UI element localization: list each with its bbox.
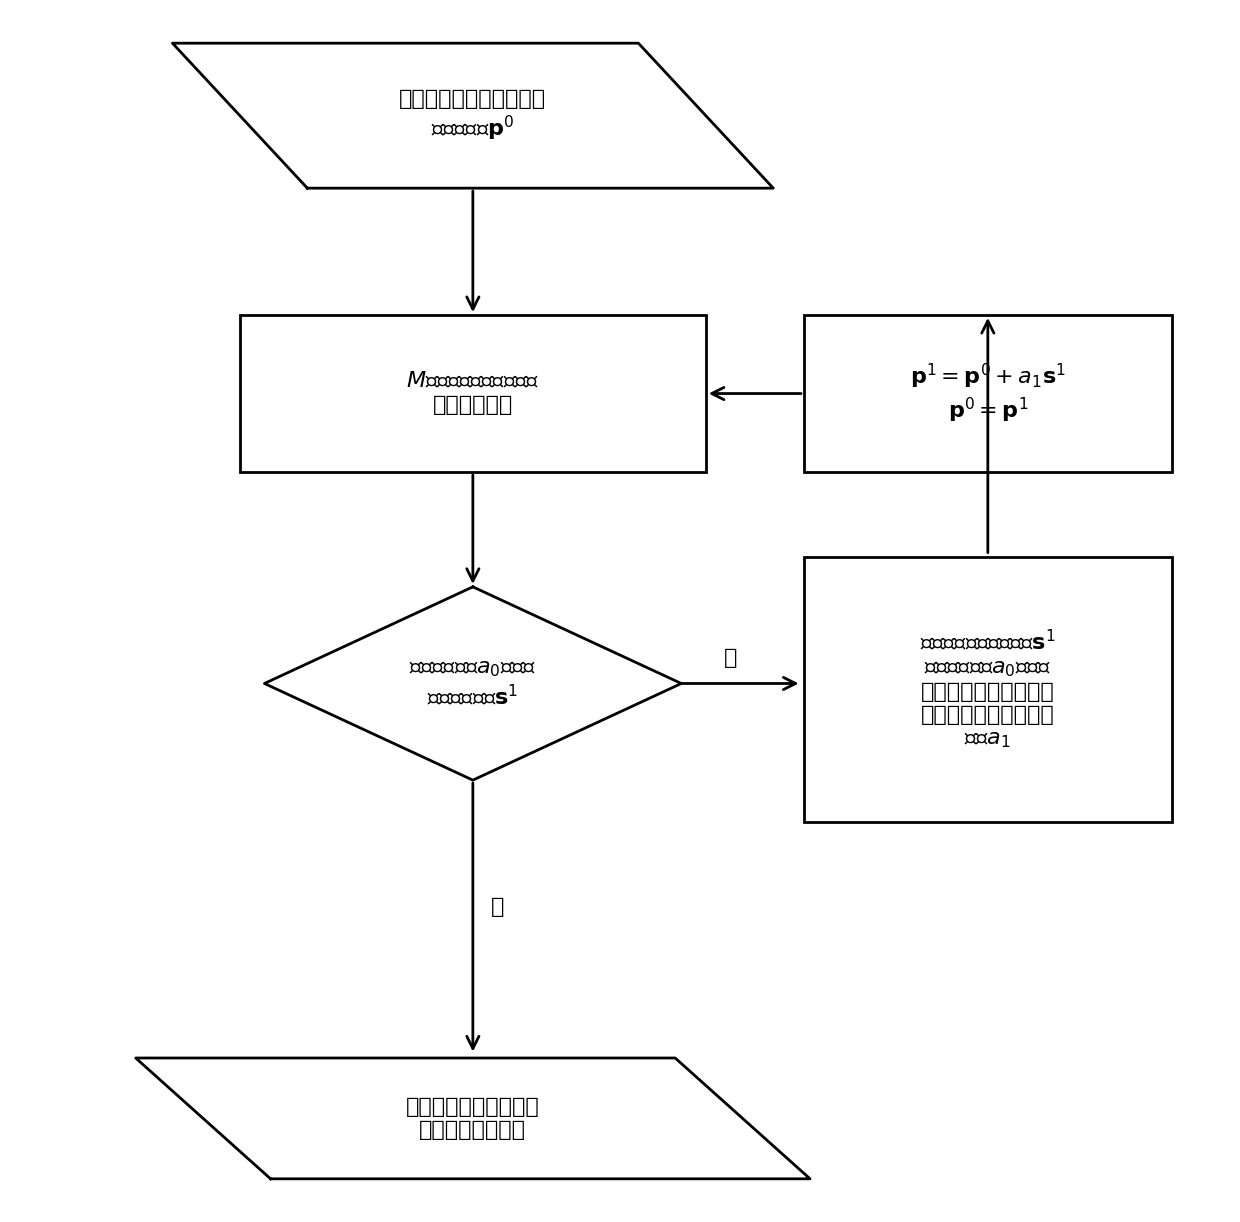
Text: 输入一个从可行域中随机
生成的起点$\mathbf{p}^0$: 输入一个从可行域中随机 生成的起点$\mathbf{p}^0$ — [399, 89, 547, 143]
Text: $M$个随机可行方向被标准
化为单位向量: $M$个随机可行方向被标准 化为单位向量 — [407, 371, 539, 415]
Text: 否: 否 — [491, 897, 505, 916]
Text: 使用微小扰动$a_0$，确定
最陡下降方向$\mathbf{s}^1$: 使用微小扰动$a_0$，确定 最陡下降方向$\mathbf{s}^1$ — [409, 659, 537, 709]
Bar — [804, 557, 1172, 822]
Polygon shape — [135, 1058, 810, 1179]
Polygon shape — [264, 587, 681, 780]
Polygon shape — [172, 43, 774, 188]
Text: $\mathbf{p}^1 = \mathbf{p}^0 + a_1\mathbf{s}^1$
$\mathbf{p}^0 = \mathbf{p}^1$: $\mathbf{p}^1 = \mathbf{p}^0 + a_1\mathb… — [910, 362, 1065, 425]
Text: 是: 是 — [724, 648, 737, 667]
Bar — [804, 315, 1172, 472]
Text: 线性搜索：在最陡方向$\mathbf{s}^1$
上以固定步长$a_0$不断前
进，直到不满足可行性
或下降性条件。最优步
长为$a_1$: 线性搜索：在最陡方向$\mathbf{s}^1$ 上以固定步长$a_0$不断前 … — [920, 629, 1055, 750]
Text: 没有可行下降方向时，
输出最优安全性能: 没有可行下降方向时， 输出最优安全性能 — [405, 1097, 539, 1140]
Bar — [239, 315, 706, 472]
